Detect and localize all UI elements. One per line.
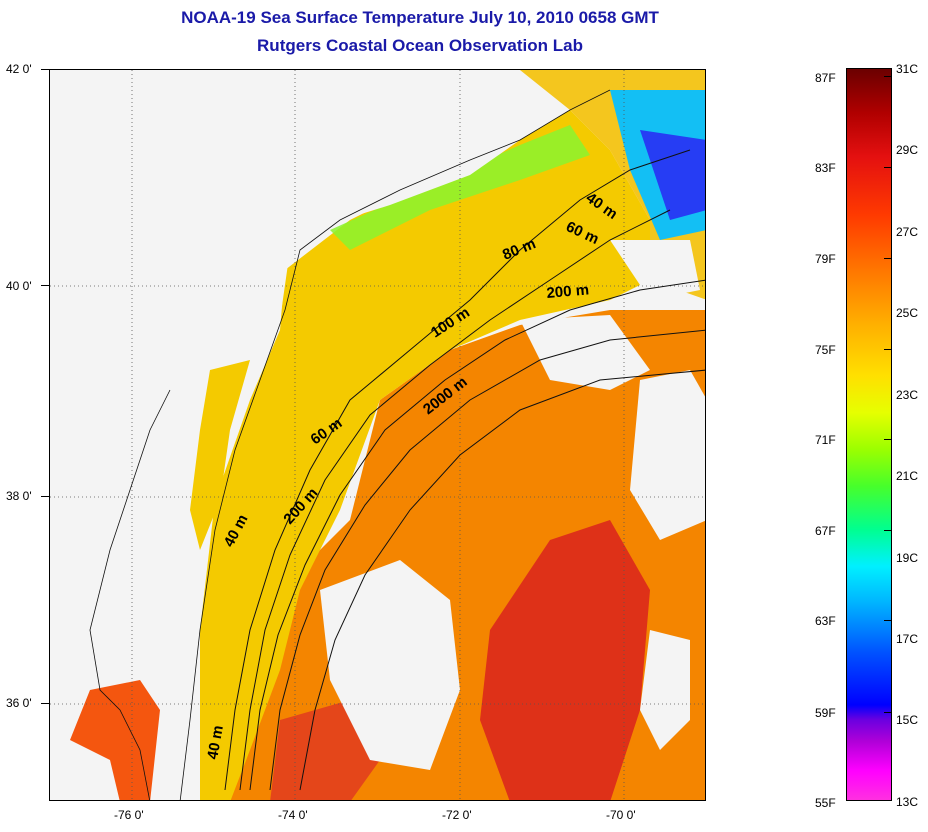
cbar-c-15: 15C bbox=[896, 713, 919, 727]
cbar-c-19: 19C bbox=[896, 551, 919, 565]
coastline bbox=[89, 89, 611, 800]
cbar-c-21: 21C bbox=[896, 469, 919, 483]
isobath-contours bbox=[224, 149, 705, 791]
lat-label-42: 42 0' bbox=[6, 62, 32, 76]
cbar-f-59: 59F bbox=[815, 706, 836, 720]
isobath-label-200m-north: 200 m bbox=[546, 281, 590, 302]
cbar-c-13: 13C bbox=[896, 795, 919, 809]
cbar-c-29: 29C bbox=[896, 143, 919, 157]
cbar-f-63: 63F bbox=[815, 614, 836, 628]
cbar-f-55: 55F bbox=[815, 796, 836, 810]
graticule bbox=[50, 70, 705, 800]
lat-label-38: 38 0' bbox=[6, 489, 32, 503]
lon-label-72: -72 0' bbox=[442, 808, 472, 822]
cbar-c-27: 27C bbox=[896, 225, 919, 239]
cbar-c-31: 31C bbox=[896, 62, 919, 76]
isobath-label-40m-south: 40 m bbox=[204, 724, 227, 761]
cbar-f-67: 67F bbox=[815, 524, 836, 538]
cbar-c-25: 25C bbox=[896, 306, 919, 320]
sst-map-svg: 40 m 60 m 80 m 200 m 100 m 2000 m 60 m 2… bbox=[50, 70, 705, 800]
cbar-f-83: 83F bbox=[815, 161, 836, 175]
cbar-f-87: 87F bbox=[815, 71, 836, 85]
lon-label-76: -76 0' bbox=[114, 808, 144, 822]
lat-label-36: 36 0' bbox=[6, 696, 32, 710]
title-line-2: Rutgers Coastal Ocean Observation Lab bbox=[257, 36, 583, 55]
cbar-c-17: 17C bbox=[896, 632, 919, 646]
lon-label-70: -70 0' bbox=[606, 808, 636, 822]
cbar-f-71: 71F bbox=[815, 433, 836, 447]
sst-colorbar bbox=[846, 68, 892, 801]
sst-map: 40 m 60 m 80 m 200 m 100 m 2000 m 60 m 2… bbox=[49, 69, 706, 801]
lon-label-74: -74 0' bbox=[278, 808, 308, 822]
lat-label-40: 40 0' bbox=[6, 279, 32, 293]
cbar-f-79: 79F bbox=[815, 252, 836, 266]
cbar-f-75: 75F bbox=[815, 343, 836, 357]
title-line-1: NOAA-19 Sea Surface Temperature July 10,… bbox=[181, 8, 659, 27]
cbar-c-23: 23C bbox=[896, 388, 919, 402]
